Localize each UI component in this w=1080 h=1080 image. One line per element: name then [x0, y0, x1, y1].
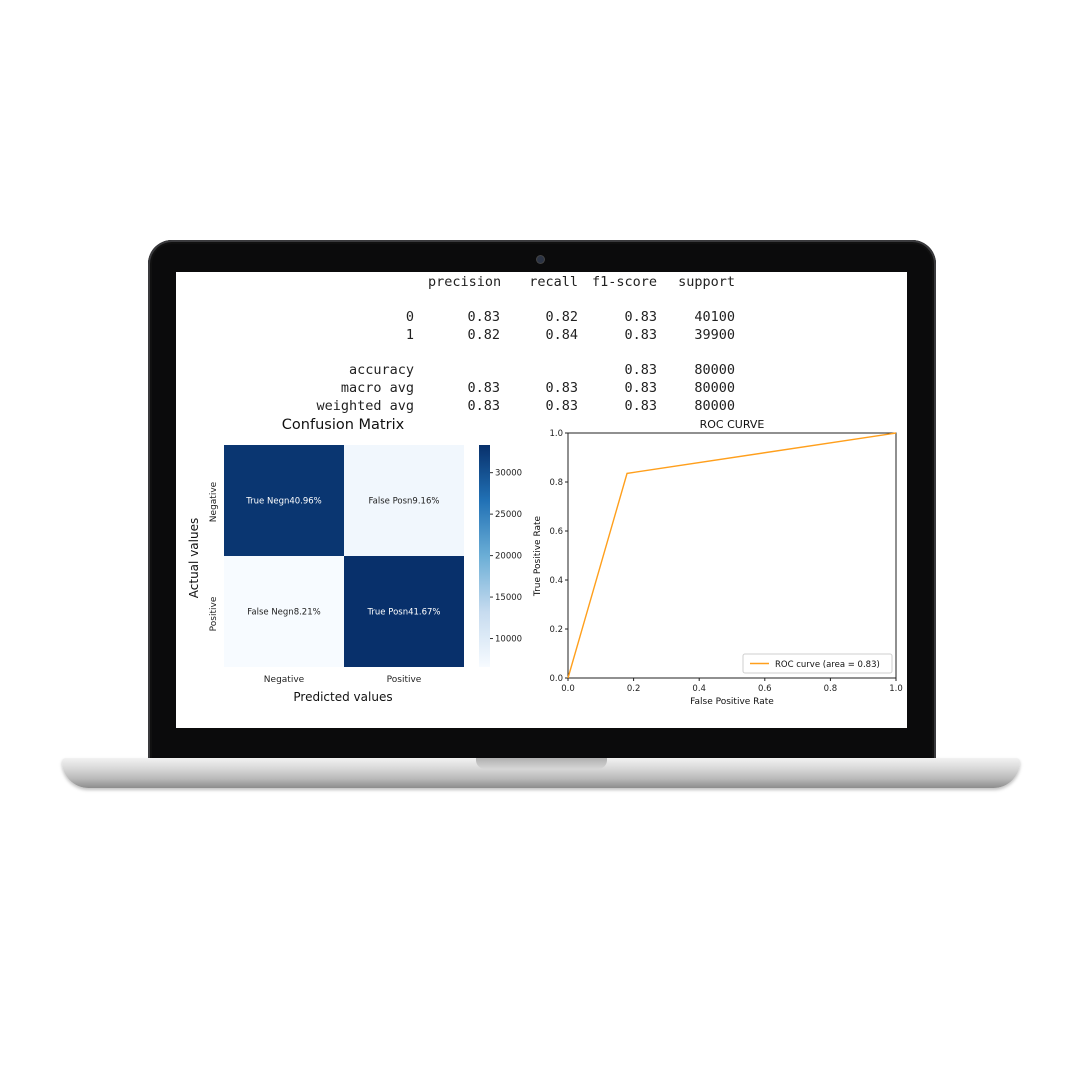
roc-x-tick-label: 0.6 [758, 684, 772, 694]
report-cell: 0.83 [467, 309, 500, 325]
report-cell: 80000 [694, 380, 735, 396]
roc-x-tick-label: 0.8 [824, 684, 838, 694]
roc-ylabel: True Positive Rate [533, 515, 543, 597]
cm-x-tick-positive: Positive [387, 675, 422, 685]
cm-x-tick-negative: Negative [264, 675, 305, 685]
roc-y-tick-label: 1.0 [549, 429, 563, 439]
report-cell: 0.83 [624, 398, 657, 414]
cm-y-tick-positive: Positive [209, 596, 219, 631]
report-cell: 80000 [694, 398, 735, 414]
report-cell: 0.82 [545, 309, 578, 325]
report-row-label: 1 [405, 327, 414, 343]
report-row-label: macro avg [340, 380, 414, 396]
report-cell: 40100 [694, 309, 735, 325]
cm-cell [224, 445, 344, 556]
report-cell: 0.82 [467, 327, 500, 343]
report-cell: 0.83 [467, 380, 500, 396]
report-row-label: weighted avg [316, 398, 414, 414]
roc-y-tick-label: 0.2 [549, 625, 563, 635]
roc-y-tick-label: 0.6 [549, 527, 563, 537]
cm-cell [224, 556, 344, 667]
report-header-precision: precision [428, 274, 502, 290]
webcam-icon [537, 256, 544, 263]
report-cell: 0.83 [624, 309, 657, 325]
roc-x-tick-label: 1.0 [889, 684, 903, 694]
roc-x-tick-label: 0.0 [561, 684, 575, 694]
roc-y-tick-label: 0.0 [549, 674, 563, 684]
roc-curve-chart: ROC CURVE False Positive Rate True Posit… [533, 418, 903, 707]
report-cell: 80000 [694, 362, 735, 378]
roc-title: ROC CURVE [700, 418, 765, 431]
report-header-recall: recall [529, 274, 578, 290]
roc-series-line [567, 432, 897, 679]
report-cell: 39900 [694, 327, 735, 343]
colorbar-tick-label: 30000 [495, 469, 522, 479]
colorbar-tick-label: 10000 [495, 635, 522, 645]
confusion-matrix-ylabel: Actual values [187, 518, 201, 598]
cm-cell-label: False Posn9.16% [369, 497, 440, 507]
report-cell: 0.83 [545, 398, 578, 414]
report-cell: 0.84 [545, 327, 578, 343]
confusion-matrix-xlabel: Predicted values [293, 690, 392, 704]
report-cell: 0.83 [624, 362, 657, 378]
cm-cell-label: True Posn41.67% [366, 608, 440, 618]
report-header-support: support [678, 274, 735, 290]
cm-cell [344, 556, 464, 667]
roc-x-tick-label: 0.4 [692, 684, 706, 694]
roc-xlabel: False Positive Rate [690, 697, 774, 707]
report-cell: 0.83 [624, 380, 657, 396]
roc-axes-frame [567, 432, 897, 679]
roc-legend-label: ROC curve (area = 0.83) [775, 660, 880, 670]
roc-legend-box [742, 653, 893, 674]
cm-cell-label: False Negn8.21% [247, 608, 320, 618]
colorbar-tick-label: 25000 [495, 510, 522, 520]
report-cell: 0.83 [624, 327, 657, 343]
cm-y-tick-negative: Negative [209, 481, 219, 522]
colorbar [479, 445, 490, 667]
confusion-matrix-chart: Confusion Matrix Predicted values Actual… [187, 417, 522, 704]
laptop-screen: precision recall f1-score support 0 0.83… [176, 272, 907, 728]
roc-legend: ROC curve (area = 0.83) [742, 653, 893, 674]
report-cell: 0.83 [467, 398, 500, 414]
report-row-label: 0 [405, 309, 414, 325]
laptop-notch [476, 758, 607, 769]
report-header-f1-score: f1-score [591, 274, 657, 290]
colorbar-tick-label: 20000 [495, 552, 522, 562]
cm-cell [344, 445, 464, 556]
confusion-matrix-title: Confusion Matrix [282, 417, 405, 433]
roc-x-tick-label: 0.2 [627, 684, 641, 694]
roc-y-tick-label: 0.8 [549, 478, 563, 488]
report-cell: 0.83 [545, 380, 578, 396]
cm-cell-label: True Negn40.96% [245, 497, 322, 507]
colorbar-tick-label: 15000 [495, 593, 522, 603]
report-row-label: accuracy [348, 362, 414, 378]
roc-y-tick-label: 0.4 [549, 576, 563, 586]
